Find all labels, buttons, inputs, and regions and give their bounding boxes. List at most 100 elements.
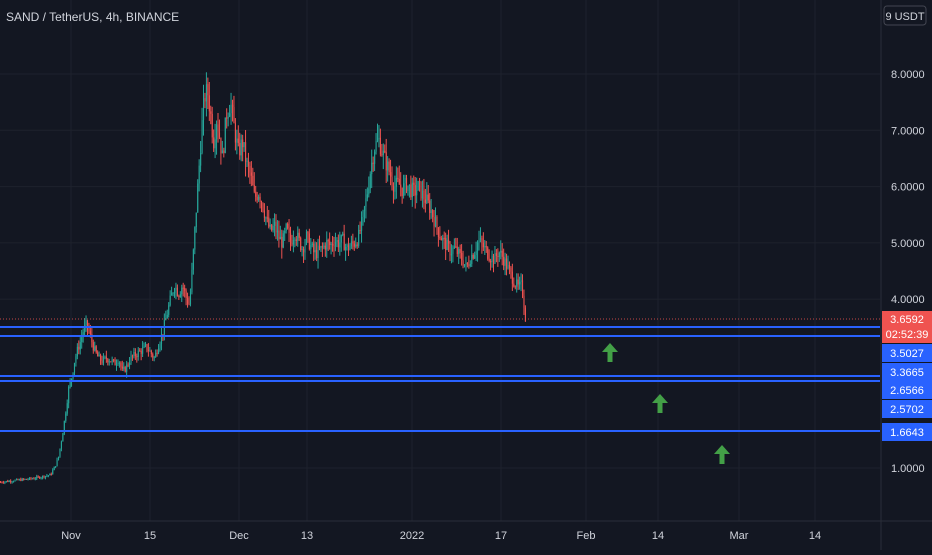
candle-body [66,403,68,414]
candle-body [466,262,468,265]
candle-body [127,364,129,366]
candle-body [205,84,207,102]
candle-body [33,478,35,480]
candle-body [453,246,455,248]
candle-body [101,360,103,363]
candle-body [108,361,110,363]
candle-body [514,286,516,288]
candle-body [181,287,183,295]
green-up-arrow-icon[interactable] [714,445,730,464]
candle-body [334,242,337,247]
candle-body [455,246,457,248]
candle-body [195,212,197,228]
candle-body [256,196,258,200]
candle-body [49,473,51,476]
candle-body [305,232,308,244]
candle-body [20,479,22,481]
candle-body [493,255,495,264]
candle-body [124,367,126,372]
candle-body [46,475,48,477]
candle-body [281,236,283,248]
candle-body [176,287,178,296]
candle-body [236,138,238,143]
candle-body [271,224,273,231]
candle-body [379,137,381,155]
time-tick-label: Nov [61,530,81,542]
candle-body [472,254,474,259]
candle-body [432,210,434,218]
candle-body [68,387,70,404]
candle-body [104,356,106,358]
candle-body [401,187,403,197]
candle-body [394,186,396,192]
unit-label-box[interactable] [883,5,927,26]
candle-body [185,290,187,299]
time-tick-label: 15 [144,530,156,542]
candle-body [27,479,29,481]
candle-body [252,175,254,186]
candle-body [69,381,71,388]
candle-body [60,441,62,449]
candle-body [398,179,400,185]
candle-body [326,240,328,250]
candle-body [213,137,215,149]
candle-body [95,346,97,353]
candle-body [98,354,100,357]
candle-body [47,475,49,477]
candle-body [203,98,205,121]
candle-body [303,249,305,253]
candle-body [155,352,157,358]
time-tick-label: Feb [577,530,596,542]
candle-body [452,247,454,254]
candle-body [149,350,151,352]
time-tick-label: 13 [301,530,313,542]
candle-body [498,252,500,257]
candle-body [253,185,255,192]
candle-body [87,320,89,328]
candle-body [333,245,335,247]
candle-body [292,240,294,245]
candle-body [343,233,345,251]
green-up-arrow-icon[interactable] [652,394,668,413]
candle-body [294,239,296,241]
candle-body [39,476,41,479]
candle-body [479,238,482,240]
candle-body [464,264,466,266]
candle-body [146,344,148,350]
candle-body [319,245,321,249]
candle-body [4,481,6,483]
candle-body [30,477,32,479]
candle-body [44,476,47,478]
candle-body [198,165,200,184]
candle-body [245,142,247,163]
candle-body [377,138,379,141]
candle-body [433,217,435,227]
candle-body [136,356,138,358]
green-up-arrow-icon[interactable] [602,343,618,362]
candle-body [290,232,292,244]
candle-body [503,256,505,266]
candle-body [217,124,219,133]
candle-body [275,221,277,233]
candle-body [160,334,163,344]
candle-body [18,479,20,481]
candle-body [272,225,274,231]
candle-body [240,139,242,156]
candle-body [440,238,442,241]
candle-body [337,240,339,248]
candle-body [520,280,522,282]
candle-body [269,224,271,227]
candle-body [382,150,384,156]
level-price-label: 3.3665 [890,367,924,379]
candle-body [307,232,309,234]
candle-body [355,244,357,247]
candle-body [392,185,395,192]
candle-body [397,177,399,180]
candle-body [43,475,45,478]
candle-body [2,482,4,484]
candle-body [94,346,96,351]
candle-body [449,243,451,256]
candle-body [21,478,23,481]
